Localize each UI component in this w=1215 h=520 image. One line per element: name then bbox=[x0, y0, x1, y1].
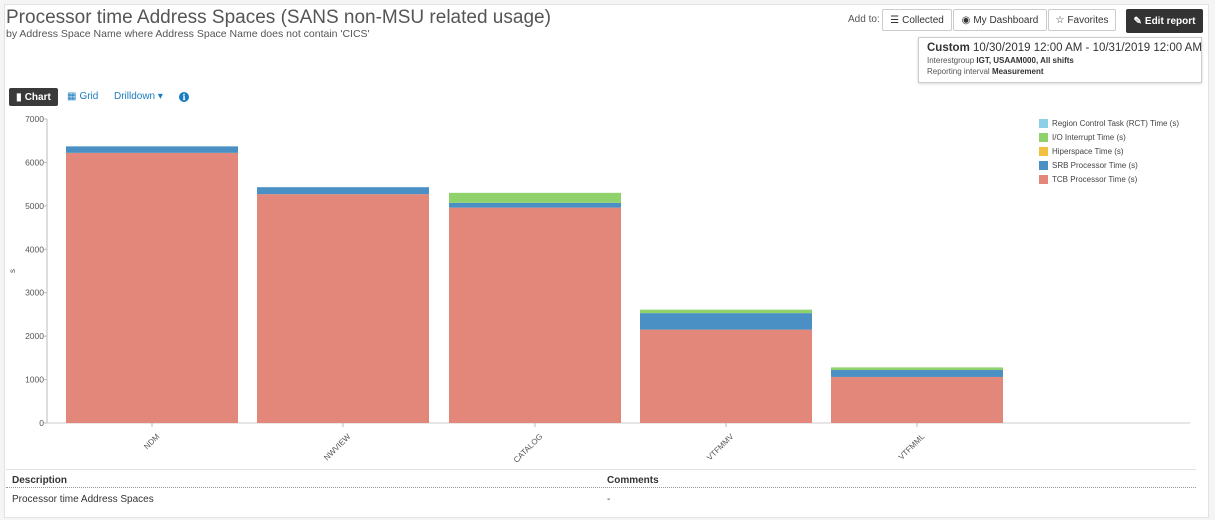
bar-segment bbox=[449, 192, 621, 203]
legend-item[interactable]: Region Control Task (RCT) Time (s) bbox=[1039, 116, 1179, 130]
info-icon[interactable]: i bbox=[179, 92, 189, 102]
chart-view-button[interactable]: ▮ Chart bbox=[9, 88, 58, 106]
legend-label: TCB Processor Time (s) bbox=[1052, 174, 1138, 184]
legend-item[interactable]: I/O Interrupt Time (s) bbox=[1039, 130, 1179, 144]
collected-button[interactable]: ☰ Collected bbox=[882, 9, 952, 31]
interval-value: Measurement bbox=[991, 67, 1044, 76]
legend-swatch bbox=[1039, 132, 1048, 142]
y-tick-label: 5000 bbox=[25, 201, 44, 211]
bar-segment bbox=[449, 202, 621, 208]
bar-segment bbox=[66, 152, 238, 424]
bar-segment bbox=[640, 309, 812, 314]
y-tick-label: 6000 bbox=[25, 157, 44, 167]
collected-button-label: Collected bbox=[902, 14, 944, 26]
y-tick-label: 1000 bbox=[25, 375, 44, 385]
bar-segment bbox=[449, 207, 621, 423]
y-tick-label: 0 bbox=[39, 418, 44, 428]
drilldown-label: Drilldown bbox=[114, 91, 156, 102]
legend-swatch bbox=[1039, 146, 1048, 156]
legend-label: SRB Processor Time (s) bbox=[1052, 160, 1138, 170]
my-dashboard-button[interactable]: ◉ My Dashboard bbox=[953, 9, 1047, 31]
legend-label: Hiperspace Time (s) bbox=[1052, 146, 1124, 156]
legend-swatch bbox=[1039, 118, 1048, 128]
page-title: Processor time Address Spaces (SANS non-… bbox=[6, 7, 551, 28]
grid-view-label: Grid bbox=[79, 91, 99, 102]
interest-value: IGT, USAAM000, All shifts bbox=[976, 56, 1074, 65]
bar-segment bbox=[831, 376, 1003, 423]
edit-report-button-label: Edit report bbox=[1144, 15, 1196, 27]
legend-swatch bbox=[1039, 174, 1048, 184]
y-tick-label: 3000 bbox=[25, 288, 44, 298]
edit-report-button[interactable]: ✎ Edit report bbox=[1126, 9, 1203, 33]
add-to-label: Add to: bbox=[848, 14, 880, 25]
x-tick-label: VTFMMV bbox=[705, 432, 736, 463]
caret-down-icon: ▾ bbox=[157, 91, 163, 102]
bar-segment bbox=[257, 187, 429, 195]
legend-swatch bbox=[1039, 160, 1048, 170]
grid-icon: ▦ bbox=[67, 91, 77, 102]
legend-label: I/O Interrupt Time (s) bbox=[1052, 132, 1126, 142]
list-icon: ☰ bbox=[890, 14, 900, 26]
x-tick-label: CATALOG bbox=[512, 432, 545, 465]
description-cell: Processor time Address Spaces bbox=[12, 494, 154, 505]
chart-legend: Region Control Task (RCT) Time (s) I/O In… bbox=[1039, 116, 1179, 186]
interval-prefix: Reporting interval bbox=[927, 67, 990, 76]
comments-cell: - bbox=[607, 494, 611, 505]
my-dashboard-button-label: My Dashboard bbox=[973, 14, 1039, 26]
bar-chart-icon: ▮ bbox=[16, 91, 22, 103]
y-tick-label: 7000 bbox=[25, 114, 44, 124]
legend-label: Region Control Task (RCT) Time (s) bbox=[1052, 118, 1179, 128]
bar-segment bbox=[66, 146, 238, 153]
x-tick-label: VTFMML bbox=[897, 432, 927, 462]
x-tick-label: NWVIEW bbox=[322, 432, 353, 463]
y-tick-label: 4000 bbox=[25, 244, 44, 254]
favorites-button[interactable]: ☆ Favorites bbox=[1048, 9, 1116, 31]
grid-view-button[interactable]: ▦ Grid bbox=[67, 91, 98, 102]
x-tick-label: NDM bbox=[142, 432, 161, 451]
comments-header: Comments bbox=[607, 475, 659, 486]
star-icon: ☆ bbox=[1055, 14, 1065, 26]
period-label: Custom bbox=[927, 42, 970, 54]
period-box: Custom 10/30/2019 12:00 AM - 10/31/2019 … bbox=[918, 37, 1202, 83]
period-range: 10/30/2019 12:00 AM - 10/31/2019 12:00 A… bbox=[973, 42, 1202, 54]
page-subtitle: by Address Space Name where Address Spac… bbox=[6, 28, 370, 40]
bar-segment bbox=[831, 367, 1003, 371]
y-tick-label: 2000 bbox=[25, 331, 44, 341]
bar-segment bbox=[640, 329, 812, 423]
edit-icon: ✎ bbox=[1133, 15, 1142, 27]
bar-segment bbox=[640, 313, 812, 330]
bar-segment bbox=[831, 370, 1003, 377]
header-divider bbox=[6, 487, 1196, 488]
stacked-bar-chart: 0 1000 2000 3000 4000 5000 6000 7000 s NDM NWVIEW C… bbox=[8, 114, 1190, 465]
dashboard-icon: ◉ bbox=[961, 14, 971, 26]
description-header: Description bbox=[12, 475, 68, 486]
y-axis-label: s bbox=[8, 269, 17, 273]
legend-item[interactable]: Hiperspace Time (s) bbox=[1039, 144, 1179, 158]
details-top-border bbox=[6, 469, 1196, 470]
interest-prefix: Interestgroup bbox=[927, 56, 975, 65]
chart-view-label: Chart bbox=[24, 91, 51, 103]
drilldown-dropdown[interactable]: Drilldown ▾ bbox=[114, 91, 163, 102]
legend-item[interactable]: SRB Processor Time (s) bbox=[1039, 158, 1179, 172]
bar-segment bbox=[257, 194, 429, 423]
favorites-button-label: Favorites bbox=[1067, 14, 1109, 26]
legend-item[interactable]: TCB Processor Time (s) bbox=[1039, 172, 1179, 186]
